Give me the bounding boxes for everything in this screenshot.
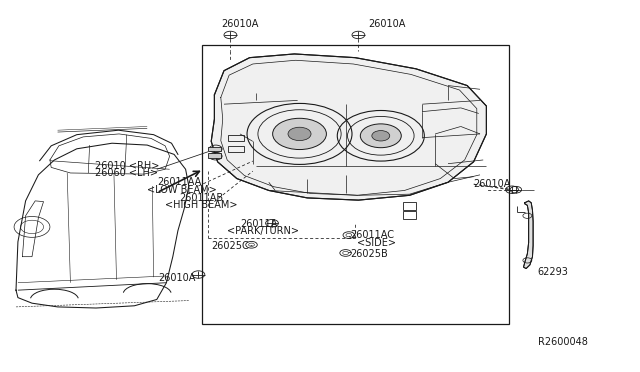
Text: 26010A: 26010A — [159, 273, 196, 283]
Text: 26025B: 26025B — [351, 249, 388, 259]
Text: 26025C: 26025C — [211, 241, 249, 250]
Circle shape — [288, 127, 311, 141]
Text: <PARK/TURN>: <PARK/TURN> — [227, 227, 300, 236]
Text: R2600048: R2600048 — [538, 337, 588, 347]
Text: 26010 <RH>: 26010 <RH> — [95, 161, 159, 170]
Bar — [228, 146, 244, 152]
Text: 26010A: 26010A — [474, 179, 511, 189]
Bar — [208, 153, 221, 158]
Polygon shape — [524, 201, 533, 269]
Text: 26011A: 26011A — [240, 219, 277, 229]
Text: 26010A: 26010A — [368, 19, 405, 29]
Circle shape — [360, 124, 401, 148]
Text: <SIDE>: <SIDE> — [357, 238, 396, 247]
Text: <LOW BEAM>: <LOW BEAM> — [147, 185, 217, 195]
Text: 26011AA: 26011AA — [157, 177, 201, 187]
Bar — [403, 211, 416, 219]
Text: 62293: 62293 — [538, 267, 568, 277]
Bar — [403, 202, 416, 210]
Circle shape — [372, 131, 390, 141]
Text: 26011AC: 26011AC — [351, 230, 395, 240]
Bar — [228, 135, 244, 141]
Bar — [202, 45, 509, 324]
Circle shape — [273, 118, 326, 150]
Polygon shape — [211, 54, 486, 200]
Text: 26011AB: 26011AB — [179, 193, 223, 203]
Text: 26060 <LH>: 26060 <LH> — [95, 168, 157, 178]
Bar — [208, 147, 221, 151]
Text: <HIGH BEAM>: <HIGH BEAM> — [165, 201, 237, 210]
Text: 26010A: 26010A — [221, 19, 258, 29]
